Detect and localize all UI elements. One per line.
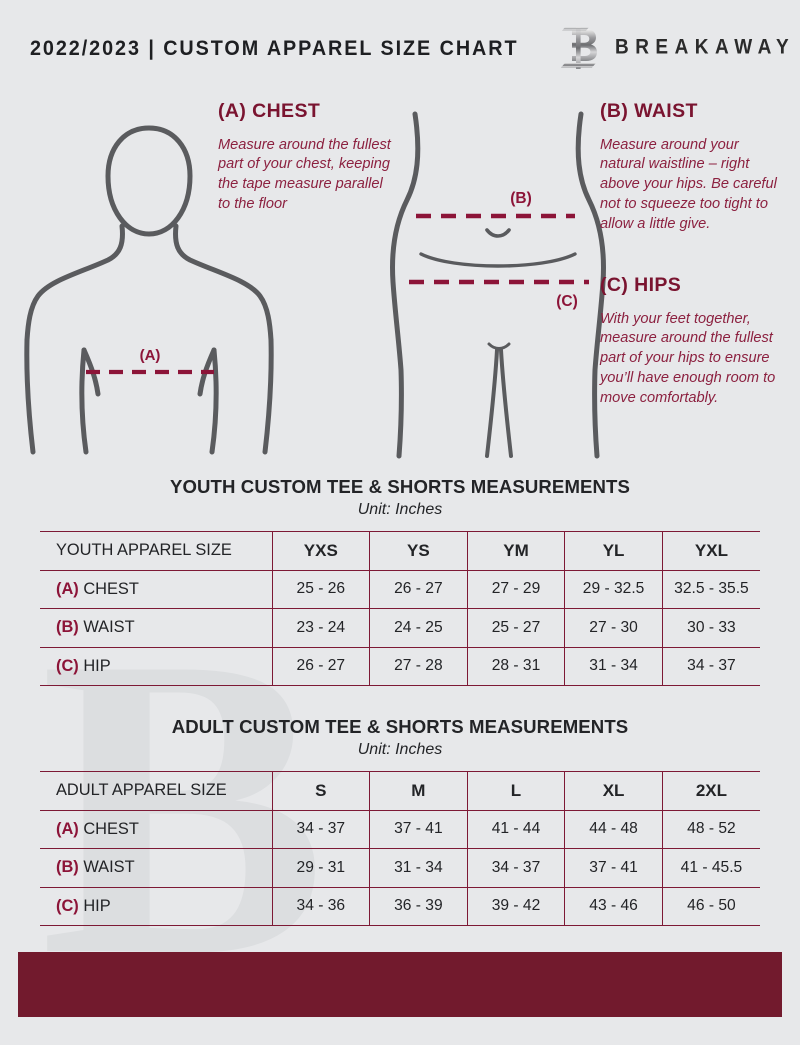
upper-body-figure: (A) — [24, 125, 274, 455]
measurement-label-waist: (B) WAIST — [40, 608, 273, 648]
measurement-value: 48 - 52 — [662, 809, 760, 849]
measurement-value: 23 - 24 — [272, 608, 371, 648]
measurement-value: 30 - 33 — [662, 608, 760, 648]
size-header-l: L — [467, 771, 566, 811]
table-row: (A) CHEST 34 - 37 37 - 41 41 - 44 44 - 48 48 … — [40, 809, 760, 849]
measurement-tag: (C) — [56, 656, 79, 675]
youth-section: YOUTH CUSTOM TEE & SHORTS MEASUREMENTS U… — [0, 476, 800, 686]
measurement-value: 29 - 31 — [272, 848, 371, 888]
info-body-hips: With your feet together, measure around … — [600, 310, 776, 406]
measurement-value: 31 - 34 — [369, 848, 468, 888]
info-block-chest: (A) CHEST Measure around the fullest par… — [218, 98, 398, 215]
hip-marker-label: (C) — [556, 293, 578, 310]
size-header-ys: YS — [369, 531, 468, 571]
table-row: (B) WAIST 23 - 24 24 - 25 25 - 27 27 - 30 30 … — [40, 608, 760, 648]
size-label-cell: YOUTH APPAREL SIZE — [40, 531, 273, 571]
size-header-yl: YL — [564, 531, 663, 571]
size-label-cell: ADULT APPAREL SIZE — [40, 771, 273, 811]
info-heading-waist: (B) WAIST — [600, 100, 698, 122]
table-row: (B) WAIST 29 - 31 31 - 34 34 - 37 37 - 41 41 … — [40, 848, 760, 888]
measurement-value: 25 - 27 — [467, 608, 566, 648]
measurement-label-hip: (C) HIP — [40, 646, 273, 686]
size-header-xl: XL — [564, 771, 663, 811]
measurement-value: 39 - 42 — [467, 886, 566, 926]
table-header-row: YOUTH APPAREL SIZE YXS YS YM YL YXL — [40, 531, 760, 571]
measurement-value: 29 - 32.5 — [564, 569, 663, 609]
measurement-value: 31 - 34 — [564, 646, 663, 686]
measurement-figures: (A) (B) (C) (A) CHEST Measure around th — [0, 96, 800, 476]
adult-table-title: ADULT CUSTOM TEE & SHORTS MEASUREMENTS — [171, 716, 629, 737]
youth-size-table: YOUTH APPAREL SIZE YXS YS YM YL YXL (A) CHEST 2… — [40, 531, 760, 686]
measurement-value: 24 - 25 — [369, 608, 468, 648]
info-body-waist: Measure around your natural waistline – … — [600, 136, 777, 232]
measurement-value: 34 - 37 — [467, 848, 566, 888]
measurement-value: 32.5 - 35.5 — [662, 569, 760, 609]
measurement-value: 46 - 50 — [662, 886, 760, 926]
measurement-value: 27 - 28 — [369, 646, 468, 686]
measurement-tag: (A) — [56, 579, 79, 598]
measurement-value: 34 - 36 — [272, 886, 371, 926]
measurement-label-waist: (B) WAIST — [40, 848, 273, 888]
measurement-value: 37 - 41 — [564, 848, 663, 888]
size-header-s: S — [272, 771, 371, 811]
measurement-value: 43 - 46 — [564, 886, 663, 926]
measurement-label-hip: (C) HIP — [40, 886, 273, 926]
info-block-waist: (B) WAIST Measure around your natural wa… — [600, 98, 780, 235]
brand-lockup: BREAKAWAY — [560, 25, 796, 71]
measurement-value: 27 - 29 — [467, 569, 566, 609]
info-heading-hips: (C) HIPS — [600, 274, 682, 296]
measurement-tag: (B) — [56, 858, 79, 877]
adult-table-unit: Unit: Inches — [357, 741, 443, 758]
info-heading-chest: (A) CHEST — [218, 100, 321, 122]
measurement-tag: (C) — [56, 896, 79, 915]
adult-size-table: ADULT APPAREL SIZE S M L XL 2XL (A) CHEST 34 - … — [40, 771, 760, 926]
size-header-2xl: 2XL — [662, 771, 760, 811]
adult-section: ADULT CUSTOM TEE & SHORTS MEASUREMENTS U… — [0, 716, 800, 926]
size-header-ym: YM — [467, 531, 566, 571]
table-row: (C) HIP 26 - 27 27 - 28 28 - 31 31 - 34 34 - … — [40, 646, 760, 686]
info-body-chest: Measure around the fullest part of your … — [218, 136, 391, 213]
chest-marker-label: (A) — [140, 347, 161, 364]
size-header-m: M — [369, 771, 468, 811]
measurement-value: 41 - 45.5 — [662, 848, 760, 888]
breakaway-b-monogram-icon — [560, 25, 601, 71]
measurement-value: 36 - 39 — [369, 886, 468, 926]
measurement-value: 34 - 37 — [272, 809, 371, 849]
measurement-value: 44 - 48 — [564, 809, 663, 849]
measurement-value: 26 - 27 — [369, 569, 468, 609]
measurement-label-chest: (A) CHEST — [40, 569, 273, 609]
waist-marker-label: (B) — [510, 190, 532, 207]
measurement-tag: (B) — [56, 618, 79, 637]
measurement-value: 26 - 27 — [272, 646, 371, 686]
youth-table-title: YOUTH CUSTOM TEE & SHORTS MEASUREMENTS — [169, 476, 631, 497]
page-title: 2022/2023 | CUSTOM APPAREL SIZE CHART — [30, 35, 519, 60]
lower-body-figure: (B) (C) — [390, 111, 606, 459]
info-block-hips: (C) HIPS With your feet together, measur… — [600, 272, 786, 409]
brand-wordmark: BREAKAWAY — [614, 35, 796, 60]
footer-bar — [18, 952, 782, 1017]
size-header-yxs: YXS — [272, 531, 371, 571]
measurement-value: 37 - 41 — [369, 809, 468, 849]
page-header: 2022/2023 | CUSTOM APPAREL SIZE CHART — [0, 0, 800, 96]
measurement-label-chest: (A) CHEST — [40, 809, 273, 849]
table-header-row: ADULT APPAREL SIZE S M L XL 2XL — [40, 771, 760, 811]
table-row: (A) CHEST 25 - 26 26 - 27 27 - 29 29 - 32.5 3… — [40, 569, 760, 609]
size-header-yxl: YXL — [662, 531, 760, 571]
youth-table-unit: Unit: Inches — [357, 501, 443, 518]
measurement-tag: (A) — [56, 819, 79, 838]
table-row: (C) HIP 34 - 36 36 - 39 39 - 42 43 - 46 46 - … — [40, 886, 760, 926]
measurement-value: 41 - 44 — [467, 809, 566, 849]
measurement-value: 28 - 31 — [467, 646, 566, 686]
measurement-value: 25 - 26 — [272, 569, 371, 609]
measurement-value: 34 - 37 — [662, 646, 760, 686]
measurement-value: 27 - 30 — [564, 608, 663, 648]
